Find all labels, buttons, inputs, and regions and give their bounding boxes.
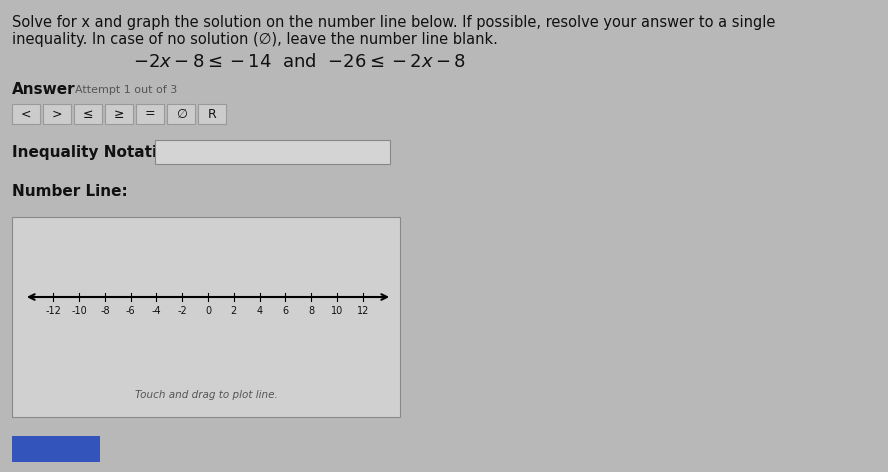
Text: inequality. In case of no solution (∅), leave the number line blank.: inequality. In case of no solution (∅), … (12, 32, 498, 47)
Text: ≤: ≤ (83, 108, 93, 120)
FancyBboxPatch shape (74, 104, 102, 124)
Text: 2: 2 (231, 306, 237, 316)
FancyBboxPatch shape (12, 217, 400, 417)
Text: -6: -6 (126, 306, 136, 316)
FancyBboxPatch shape (167, 104, 195, 124)
Text: Answer: Answer (12, 83, 75, 98)
Text: -12: -12 (45, 306, 61, 316)
Text: Attempt 1 out of 3: Attempt 1 out of 3 (75, 85, 178, 95)
Text: -2: -2 (178, 306, 187, 316)
FancyBboxPatch shape (198, 104, 226, 124)
Text: 0: 0 (205, 306, 211, 316)
Text: Number Line:: Number Line: (12, 185, 128, 200)
Text: -8: -8 (100, 306, 110, 316)
Text: Inequality Notation:: Inequality Notation: (12, 144, 185, 160)
Text: $-2x - 8 \leq -14$  and  $-26 \leq -2x - 8$: $-2x - 8 \leq -14$ and $-26 \leq -2x - 8… (133, 53, 466, 71)
Text: 4: 4 (257, 306, 263, 316)
Text: 6: 6 (282, 306, 289, 316)
Text: R: R (208, 108, 217, 120)
Text: Touch and drag to plot line.: Touch and drag to plot line. (135, 390, 277, 400)
Text: ≥: ≥ (114, 108, 124, 120)
Text: >: > (52, 108, 62, 120)
FancyBboxPatch shape (105, 104, 133, 124)
Text: 12: 12 (356, 306, 369, 316)
FancyBboxPatch shape (155, 140, 390, 164)
FancyBboxPatch shape (43, 104, 71, 124)
Text: <: < (20, 108, 31, 120)
Text: -10: -10 (71, 306, 87, 316)
FancyBboxPatch shape (12, 104, 40, 124)
Text: Solve for x and graph the solution on the number line below. If possible, resolv: Solve for x and graph the solution on th… (12, 15, 775, 30)
FancyBboxPatch shape (136, 104, 164, 124)
Text: ∅: ∅ (176, 108, 186, 120)
Text: 8: 8 (308, 306, 314, 316)
Text: =: = (145, 108, 155, 120)
Text: -4: -4 (152, 306, 162, 316)
Text: 10: 10 (330, 306, 343, 316)
FancyBboxPatch shape (12, 436, 100, 462)
